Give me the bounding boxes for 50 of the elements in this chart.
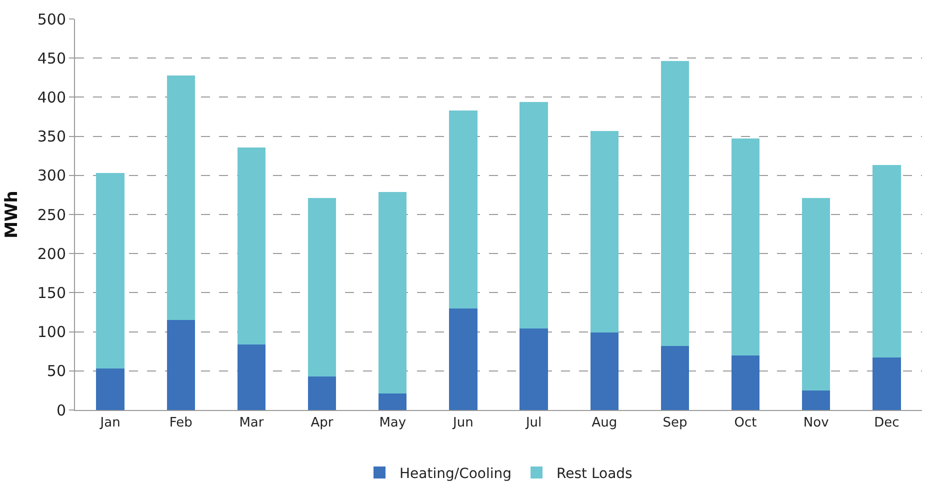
y-axis-title: MWh (2, 190, 22, 238)
y-tick-label: 500 (37, 10, 66, 28)
bar (660, 346, 690, 410)
x-tick-label: Feb (169, 416, 192, 431)
bar (731, 355, 760, 410)
x-tick-label: Jul (524, 416, 542, 431)
y-tick-label: 350 (37, 128, 66, 146)
x-tick-label: Jun (452, 416, 474, 431)
y-tick-label: 100 (37, 323, 66, 342)
bar (590, 332, 618, 410)
bar (308, 376, 336, 410)
legend-label: Heating/Cooling (400, 466, 512, 482)
bar (166, 320, 195, 410)
x-tick-label: May (379, 416, 406, 431)
x-tick-label: Nov (803, 416, 830, 431)
bar (660, 61, 690, 346)
y-tick-label: 50 (46, 362, 66, 380)
y-tick-label: 150 (37, 284, 66, 302)
bar (96, 173, 124, 369)
bar (237, 147, 266, 344)
x-tick-label: Oct (734, 416, 757, 431)
legend-label: Rest Loads (556, 466, 632, 482)
bar (802, 390, 830, 410)
bar (872, 165, 901, 358)
bar (590, 130, 618, 333)
bar (802, 198, 830, 390)
bar (872, 358, 901, 410)
y-tick-label: 450 (37, 49, 66, 68)
x-tick-label: Mar (239, 416, 264, 431)
x-tick-label: Aug (592, 416, 618, 431)
bar (96, 368, 124, 410)
bar (378, 192, 407, 394)
y-tick-label: 250 (37, 206, 66, 224)
bar (520, 102, 548, 329)
x-tick-label: Apr (310, 416, 334, 431)
bar (308, 198, 336, 376)
bar (166, 75, 195, 320)
bar (449, 110, 478, 308)
x-tick-label: Jan (99, 416, 120, 431)
y-tick-label: 300 (37, 166, 66, 185)
bar (237, 344, 266, 410)
bar (449, 308, 478, 410)
x-tick-label: Dec (874, 416, 900, 431)
y-tick-label: 0 (56, 401, 66, 420)
bar (520, 328, 548, 410)
y-tick-label: 400 (37, 88, 66, 106)
x-tick-label: Sep (662, 416, 688, 431)
y-tick-label: 200 (37, 244, 66, 263)
bar (731, 138, 760, 356)
bar (378, 394, 407, 410)
